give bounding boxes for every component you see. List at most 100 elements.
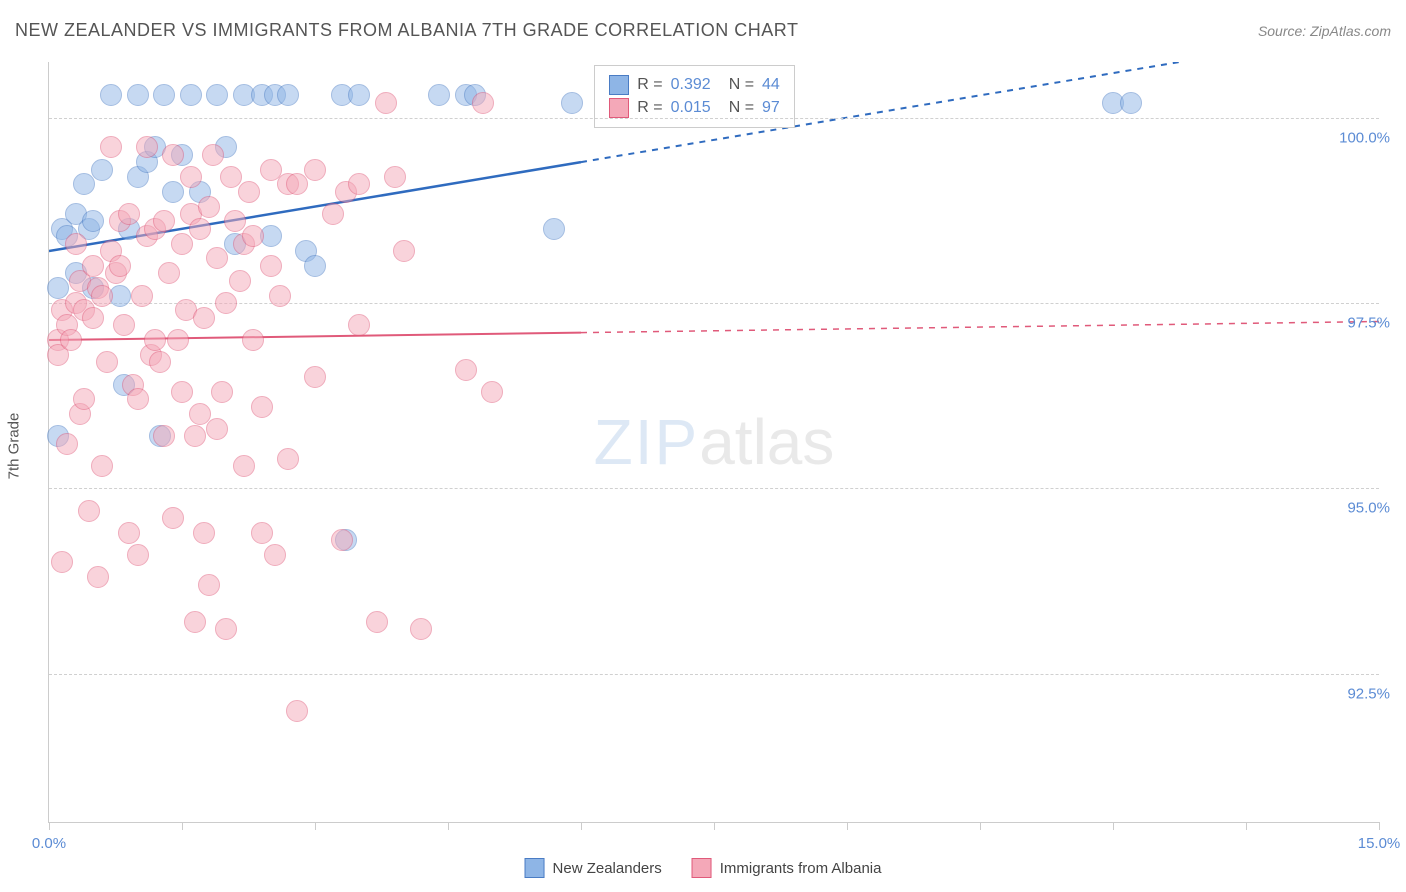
data-point <box>136 136 158 158</box>
data-point <box>481 381 503 403</box>
data-point <box>410 618 432 640</box>
legend-item: New Zealanders <box>525 858 662 878</box>
data-point <box>428 84 450 106</box>
data-point <box>91 159 113 181</box>
x-tick <box>182 822 183 830</box>
x-tick <box>980 822 981 830</box>
data-point <box>198 196 220 218</box>
data-point <box>171 233 193 255</box>
data-point <box>118 203 140 225</box>
stat-row: R =0.015N =97 <box>609 98 780 118</box>
legend-label: Immigrants from Albania <box>720 860 882 877</box>
chart-source: Source: ZipAtlas.com <box>1258 23 1391 39</box>
data-point <box>233 455 255 477</box>
data-point <box>113 314 135 336</box>
data-point <box>153 425 175 447</box>
data-point <box>180 84 202 106</box>
data-point <box>211 381 233 403</box>
data-point <box>206 84 228 106</box>
legend-item: Immigrants from Albania <box>692 858 882 878</box>
gridline <box>49 488 1379 489</box>
data-point <box>127 84 149 106</box>
data-point <box>215 292 237 314</box>
gridline <box>49 303 1379 304</box>
stat-row: R = 0.392 N = 44 <box>609 75 780 95</box>
x-tick <box>1379 822 1380 830</box>
stat-n-label: N = <box>729 99 754 117</box>
data-point <box>242 329 264 351</box>
data-point <box>242 225 264 247</box>
data-point <box>60 329 82 351</box>
data-point <box>304 255 326 277</box>
bottom-legend: New Zealanders Immigrants from Albania <box>525 858 882 878</box>
stat-r-value: 0.392 <box>671 76 711 94</box>
stat-n-value: 44 <box>762 76 780 94</box>
data-point <box>348 314 370 336</box>
data-point <box>1120 92 1142 114</box>
data-point <box>286 173 308 195</box>
data-point <box>304 366 326 388</box>
data-point <box>73 173 95 195</box>
data-point <box>91 285 113 307</box>
data-point <box>189 218 211 240</box>
data-point <box>82 255 104 277</box>
data-point <box>198 574 220 596</box>
x-tick <box>1246 822 1247 830</box>
data-point <box>167 329 189 351</box>
data-point <box>82 210 104 232</box>
data-point <box>158 262 180 284</box>
data-point <box>153 84 175 106</box>
legend-swatch <box>692 858 712 878</box>
data-point <box>202 144 224 166</box>
data-point <box>193 522 215 544</box>
stat-r-value: 0.015 <box>671 99 711 117</box>
watermark: ZIPatlas <box>594 405 835 479</box>
x-tick <box>581 822 582 830</box>
data-point <box>455 359 477 381</box>
x-tick <box>847 822 848 830</box>
y-tick-label: 92.5% <box>1347 685 1390 702</box>
data-point <box>82 307 104 329</box>
data-point <box>73 388 95 410</box>
legend-swatch <box>609 98 629 118</box>
data-point <box>91 455 113 477</box>
data-point <box>277 84 299 106</box>
data-point <box>51 551 73 573</box>
y-tick-label: 100.0% <box>1339 129 1390 146</box>
data-point <box>472 92 494 114</box>
data-point <box>277 448 299 470</box>
legend-swatch <box>525 858 545 878</box>
x-tick <box>49 822 50 830</box>
data-point <box>87 566 109 588</box>
data-point <box>264 544 286 566</box>
data-point <box>229 270 251 292</box>
data-point <box>56 433 78 455</box>
plot-area: ZIPatlas R =0.392N =44R =0.015N =97 0.0%… <box>48 62 1379 823</box>
data-point <box>286 700 308 722</box>
data-point <box>238 181 260 203</box>
data-point <box>543 218 565 240</box>
data-point <box>260 255 282 277</box>
data-point <box>215 618 237 640</box>
data-point <box>384 166 406 188</box>
legend-swatch <box>609 75 629 95</box>
data-point <box>206 418 228 440</box>
data-point <box>78 500 100 522</box>
data-point <box>109 255 131 277</box>
stat-r-label: R = <box>637 76 662 94</box>
data-point <box>100 136 122 158</box>
data-point <box>149 351 171 373</box>
data-point <box>131 285 153 307</box>
gridline <box>49 118 1379 119</box>
data-point <box>180 166 202 188</box>
data-point <box>251 396 273 418</box>
data-point <box>375 92 397 114</box>
x-tick <box>1113 822 1114 830</box>
data-point <box>162 144 184 166</box>
regression-lines <box>49 62 1379 822</box>
data-point <box>206 247 228 269</box>
y-tick-label: 97.5% <box>1347 314 1390 331</box>
x-tick <box>714 822 715 830</box>
stat-n-label: N = <box>729 76 754 94</box>
data-point <box>100 84 122 106</box>
